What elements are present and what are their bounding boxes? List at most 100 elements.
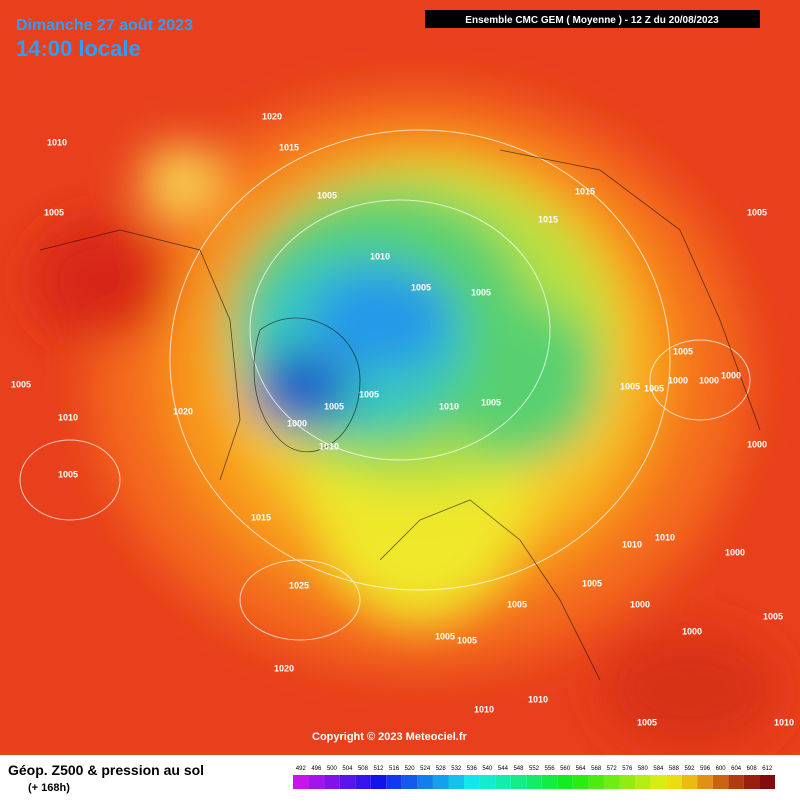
- isobar-label: 1000: [682, 626, 702, 636]
- isobar-label: 1000: [721, 370, 741, 380]
- legend-swatch: [339, 775, 356, 789]
- isobar-label: 1015: [279, 142, 299, 152]
- legend-label: 524: [420, 766, 431, 772]
- legend-label: 564: [576, 766, 587, 772]
- legend-swatch: [510, 775, 527, 789]
- legend-swatch: [324, 775, 340, 789]
- legend-label: 588: [669, 766, 680, 772]
- legend-swatch: [650, 775, 667, 789]
- isobar-label: 1005: [359, 389, 379, 399]
- legend-label: 596: [700, 766, 711, 772]
- isobar-label: 1010: [370, 251, 390, 261]
- isobar-label: 1005: [673, 346, 693, 356]
- run-info: Ensemble CMC GEM ( Moyenne ) - 12 Z du 2…: [465, 15, 719, 26]
- legend-label: 548: [513, 766, 524, 772]
- isobar-label: 1015: [251, 512, 271, 522]
- legend-label: 600: [716, 766, 727, 772]
- legend-label: 492: [296, 766, 307, 772]
- geopotential-field: [0, 0, 800, 755]
- legend-swatch: [635, 775, 651, 789]
- legend-label: 560: [560, 766, 571, 772]
- isobar-label: 1025: [289, 580, 309, 590]
- isobar-label: 1010: [474, 704, 494, 714]
- isobar-label: 1005: [637, 717, 657, 727]
- legend-swatch: [401, 775, 418, 789]
- legend-swatch: [588, 775, 604, 789]
- copyright: Copyright © 2023 Meteociel.fr: [312, 731, 468, 743]
- isobar-label: 1005: [11, 379, 31, 389]
- legend-label: 520: [405, 766, 416, 772]
- isobar-label: 1015: [538, 214, 558, 224]
- legend-swatch: [619, 775, 636, 789]
- legend-swatch: [728, 775, 744, 789]
- isobar-label: 1000: [287, 418, 307, 428]
- legend-label: 584: [653, 766, 664, 772]
- isobar-label: 1000: [747, 439, 767, 449]
- footer-title: Géop. Z500 & pression au sol: [8, 762, 204, 778]
- legend-label: 608: [747, 766, 758, 772]
- isobar-label: 1005: [644, 383, 664, 393]
- legend-swatch: [743, 775, 760, 789]
- legend-swatch: [386, 775, 402, 789]
- isobar-label: 1020: [173, 406, 193, 416]
- legend-swatch: [495, 775, 511, 789]
- isobar-label: 1010: [774, 717, 794, 727]
- isobar-label: 1005: [747, 207, 767, 217]
- legend-swatch: [448, 775, 465, 789]
- isobar-label: 1005: [457, 635, 477, 645]
- isobar-label: 1005: [411, 282, 431, 292]
- isobar-label: 1000: [630, 599, 650, 609]
- legend-swatch: [417, 775, 433, 789]
- legend-label: 504: [342, 766, 353, 772]
- time: 14:00 locale: [16, 36, 141, 61]
- isobar-label: 1010: [622, 539, 642, 549]
- run-banner: [425, 10, 760, 28]
- legend-swatch: [572, 775, 589, 789]
- footer-subtitle: (+ 168h): [28, 782, 70, 794]
- legend-swatch: [293, 775, 309, 789]
- isobar-label: 1005: [763, 611, 783, 621]
- isobar-label: 1005: [620, 381, 640, 391]
- legend-label: 516: [389, 766, 400, 772]
- legend-swatch: [370, 775, 387, 789]
- legend-label: 580: [638, 766, 649, 772]
- legend-swatch: [697, 775, 713, 789]
- legend-swatch: [681, 775, 698, 789]
- isobar-label: 1020: [274, 663, 294, 673]
- isobar-label: 1010: [655, 532, 675, 542]
- legend-swatch: [526, 775, 542, 789]
- isobar-label: 1015: [575, 186, 595, 196]
- legend-label: 528: [436, 766, 447, 772]
- isobar-label: 1005: [44, 207, 64, 217]
- legend-label: 536: [467, 766, 478, 772]
- legend-label: 496: [311, 766, 322, 772]
- legend-label: 532: [451, 766, 462, 772]
- legend-label: 592: [684, 766, 695, 772]
- legend-swatch: [479, 775, 496, 789]
- isobar-label: 1010: [439, 401, 459, 411]
- legend-label: 508: [358, 766, 369, 772]
- isobar-label: 1010: [58, 412, 78, 422]
- legend-label: 576: [622, 766, 633, 772]
- legend-label: 540: [482, 766, 493, 772]
- isobar-label: 1005: [481, 397, 501, 407]
- isobar-label: 1005: [58, 469, 78, 479]
- isobar-label: 1005: [507, 599, 527, 609]
- legend-label: 500: [327, 766, 338, 772]
- legend-swatch: [308, 775, 325, 789]
- legend-swatch: [541, 775, 558, 789]
- isobar-label: 1005: [435, 631, 455, 641]
- legend-swatch: [557, 775, 573, 789]
- isobar-label: 1010: [319, 441, 339, 451]
- isobar-label: 1005: [582, 578, 602, 588]
- legend-label: 612: [762, 766, 773, 772]
- legend-swatch: [355, 775, 371, 789]
- legend-label: 568: [591, 766, 602, 772]
- legend-label: 552: [529, 766, 540, 772]
- isobar-label: 1020: [262, 111, 282, 121]
- legend-swatch: [666, 775, 682, 789]
- isobar-label: 1000: [668, 375, 688, 385]
- isobar-label: 1010: [47, 137, 67, 147]
- legend-label: 604: [731, 766, 742, 772]
